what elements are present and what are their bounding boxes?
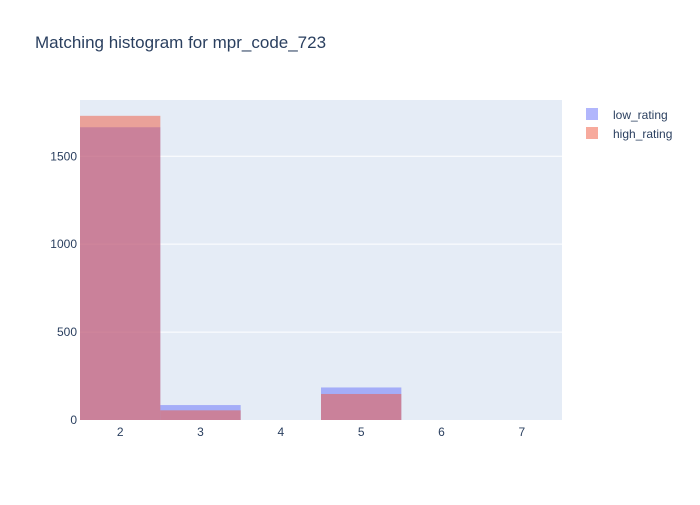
- x-tick-label: 4: [277, 425, 284, 439]
- x-tick-label: 7: [518, 425, 525, 439]
- bar-high_rating-3: [160, 410, 241, 420]
- x-tick-label: 5: [358, 425, 365, 439]
- legend-label-low_rating[interactable]: low_rating: [613, 108, 668, 122]
- legend-label-high_rating[interactable]: high_rating: [613, 127, 672, 141]
- y-tick-label: 1500: [50, 149, 77, 163]
- legend-swatch-high_rating[interactable]: [586, 127, 598, 139]
- x-tick-label: 6: [438, 425, 445, 439]
- x-tick-label: 2: [117, 425, 124, 439]
- chart-title: Matching histogram for mpr_code_723: [35, 33, 327, 52]
- bar-high_rating-2: [80, 115, 161, 421]
- y-tick-label: 0: [70, 413, 77, 427]
- x-tick-label: 3: [197, 425, 204, 439]
- y-tick-label: 500: [57, 325, 77, 339]
- bar-high_rating-5: [321, 393, 402, 420]
- legend-swatch-low_rating[interactable]: [586, 108, 598, 120]
- y-tick-label: 1000: [50, 237, 77, 251]
